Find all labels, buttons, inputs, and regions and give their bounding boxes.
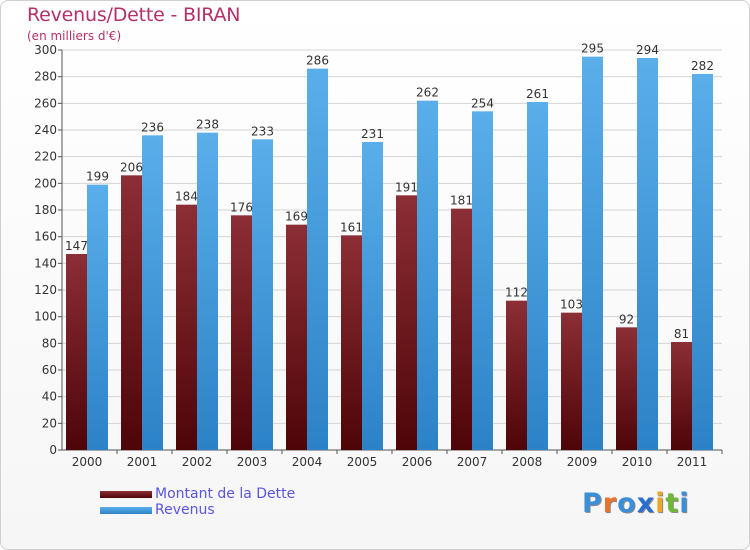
data-label-debt: 206 — [120, 160, 143, 174]
chart-subtitle: (en milliers d'€) — [27, 29, 122, 43]
y-tick-label: 140 — [34, 256, 57, 270]
bar-debt — [506, 300, 527, 450]
data-label-revenue: 231 — [361, 127, 384, 141]
data-label-debt: 81 — [674, 327, 689, 341]
bar-debt — [176, 204, 197, 450]
bar-revenue — [307, 68, 328, 451]
bar-revenue — [252, 139, 273, 451]
x-tick-label: 2010 — [622, 455, 653, 469]
logo-letter: i — [679, 488, 690, 519]
legend-swatch-revenue — [100, 506, 152, 514]
bar-revenue — [87, 184, 108, 450]
data-label-debt: 161 — [340, 220, 363, 234]
bar-revenue — [692, 74, 713, 450]
logo-letter: P — [582, 488, 603, 519]
chart-title: Revenus/Dette - BIRAN — [27, 4, 241, 26]
grid-lines — [62, 49, 722, 451]
x-tick-label: 2004 — [292, 455, 323, 469]
legend-item-revenue: Revenus — [100, 502, 295, 518]
axes: 0 20 40 60 80 100 120 140 160 180 200 220 240 260 280 3… — [34, 43, 723, 469]
y-tick-label: 220 — [34, 150, 57, 164]
legend-item-debt: Montant de la Dette — [100, 486, 295, 502]
y-tick-label: 260 — [34, 96, 57, 110]
logo-letter: x — [636, 488, 656, 519]
bar-debt — [561, 312, 582, 450]
y-tick-label: 20 — [42, 416, 57, 430]
legend: Montant de la Dette Revenus — [100, 486, 295, 518]
y-tick-label: 40 — [42, 390, 57, 404]
y-tick-label: 280 — [34, 70, 57, 84]
bar-revenue — [637, 58, 658, 450]
data-label-debt: 184 — [175, 190, 198, 204]
x-tick-label: 2006 — [402, 455, 433, 469]
data-label-revenue: 236 — [141, 120, 164, 134]
data-label-debt: 169 — [285, 210, 308, 224]
proxiti-logo: Proxiti — [582, 488, 690, 519]
x-tick-label: 2007 — [457, 455, 488, 469]
data-label-revenue: 199 — [86, 170, 109, 184]
legend-label-debt: Montant de la Dette — [155, 486, 296, 502]
data-label-debt: 92 — [619, 312, 634, 326]
y-tick-label: 80 — [42, 336, 57, 350]
data-label-revenue: 286 — [306, 54, 329, 68]
data-label-revenue: 261 — [526, 87, 549, 101]
data-label-revenue: 262 — [416, 86, 439, 100]
logo-letter: t — [665, 488, 680, 519]
bar-revenue — [142, 135, 163, 451]
bar-debt — [396, 195, 417, 450]
data-label-debt: 112 — [505, 286, 528, 300]
y-tick-label: 200 — [34, 176, 57, 190]
x-tick-label: 2002 — [182, 455, 213, 469]
y-tick-label: 100 — [34, 310, 57, 324]
bar-revenue — [417, 100, 438, 451]
y-tick-label: 60 — [42, 363, 57, 377]
data-label-revenue: 295 — [581, 42, 604, 56]
x-tick-label: 2005 — [347, 455, 378, 469]
legend-label-revenue: Revenus — [155, 502, 215, 518]
x-tick-label: 2009 — [567, 455, 598, 469]
bar-debt — [121, 175, 142, 451]
y-tick-label: 240 — [34, 123, 57, 137]
data-labels: 147 199 206 236 184 238 176 233 169 286 161 231 191 2… — [65, 42, 714, 341]
x-tick-label: 2000 — [72, 455, 103, 469]
bar-debt — [671, 342, 692, 450]
x-tick-label: 2001 — [127, 455, 158, 469]
logo-letter: o — [617, 488, 637, 519]
y-tick-label: 300 — [34, 43, 57, 57]
data-label-revenue: 233 — [251, 124, 274, 138]
bar-revenue — [582, 56, 603, 451]
bar-revenue — [527, 102, 548, 450]
y-tick-label: 160 — [34, 230, 57, 244]
bar-debt — [66, 254, 87, 450]
bar-debt — [616, 327, 637, 450]
bar-debt — [451, 208, 472, 450]
x-tick-label: 2003 — [237, 455, 268, 469]
x-tick-label: 2008 — [512, 455, 543, 469]
y-tick-label: 180 — [34, 203, 57, 217]
bar-revenue — [472, 111, 493, 450]
data-label-revenue: 254 — [471, 96, 494, 110]
data-label-revenue: 282 — [691, 59, 714, 73]
logo-letter: r — [602, 488, 618, 519]
data-label-debt: 103 — [560, 298, 583, 312]
data-label-debt: 181 — [450, 194, 473, 208]
x-tick-label: 2011 — [677, 455, 708, 469]
bar-debt — [286, 224, 307, 450]
data-label-debt: 147 — [65, 239, 88, 253]
bar-revenue — [197, 132, 218, 450]
legend-swatch-debt — [100, 490, 152, 498]
y-tick-label: 0 — [49, 443, 57, 457]
bars — [66, 56, 713, 451]
data-label-revenue: 238 — [196, 118, 219, 132]
bar-debt — [231, 215, 252, 450]
data-label-debt: 176 — [230, 200, 253, 214]
logo-letter: i — [655, 488, 666, 519]
data-label-revenue: 294 — [636, 43, 659, 57]
y-tick-label: 120 — [34, 283, 57, 297]
data-label-debt: 191 — [395, 180, 418, 194]
bar-revenue — [362, 142, 383, 450]
bar-debt — [341, 235, 362, 450]
